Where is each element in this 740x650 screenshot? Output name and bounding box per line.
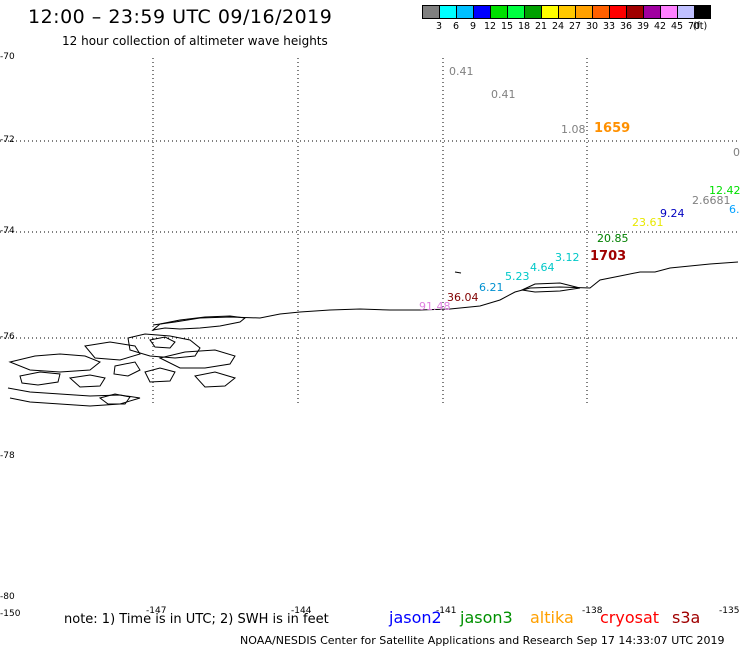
wave-height-label: 0.41	[491, 88, 516, 101]
wave-height-label: 20.85	[597, 232, 629, 245]
satellite-legend-jason3: jason3	[460, 608, 513, 627]
color-scale-label: 21	[534, 21, 548, 32]
color-scale-swatch	[575, 5, 592, 19]
coastline-island	[144, 367, 176, 383]
wave-height-label: 12.42	[709, 184, 740, 197]
color-scale-swatch	[660, 5, 677, 19]
color-scale-swatch	[456, 5, 473, 19]
color-scale-swatch	[643, 5, 660, 19]
color-scale-label: 18	[517, 21, 531, 32]
color-scale-swatch	[677, 5, 694, 19]
lon-label: -141	[436, 606, 457, 616]
color-scale-label: 70	[687, 21, 701, 32]
lat-label: -80	[0, 592, 15, 602]
color-scale-label: 27	[568, 21, 582, 32]
coastline-island	[113, 361, 141, 377]
wave-height-label: 3.12	[555, 251, 580, 264]
graticule	[0, 58, 738, 406]
credit-line: NOAA/NESDIS Center for Satellite Applica…	[240, 634, 725, 647]
color-scale-swatch	[490, 5, 507, 19]
color-scale-label: 24	[551, 21, 565, 32]
color-scale-swatch	[507, 5, 524, 19]
color-scale-label: 33	[602, 21, 616, 32]
map-subtitle: 12 hour collection of altimeter wave hei…	[62, 34, 328, 48]
satellite-legend-altika: altika	[530, 608, 574, 627]
pass-time-label: 1659	[594, 121, 631, 136]
coastline-island	[520, 282, 581, 293]
lat-label: -76	[0, 332, 15, 342]
lon-label: -147	[146, 606, 167, 616]
wave-height-label: 1.08	[561, 123, 586, 136]
wave-height-label: 91.48	[419, 300, 451, 313]
wave-height-label: 0	[733, 146, 740, 159]
color-scale-label: 3	[435, 21, 443, 32]
color-scale-bar	[422, 5, 711, 19]
coastline-island	[194, 371, 237, 388]
color-scale-label: 9	[469, 21, 477, 32]
wave-height-label: 4.64	[530, 261, 555, 274]
coastline-island	[68, 374, 106, 388]
map-title: 12:00 – 23:59 UTC 09/16/2019	[28, 6, 333, 28]
pass-time-label: 1703	[590, 249, 627, 264]
lon-label: -135	[719, 606, 740, 616]
wave-height-label: 23.61	[632, 216, 664, 229]
color-scale-label: (ft)	[692, 21, 708, 32]
color-scale-label: 45	[670, 21, 684, 32]
wave-height-label: 6.	[729, 203, 740, 216]
coastline-island	[151, 315, 247, 331]
lat-label: -74	[0, 226, 15, 236]
color-scale-label: 30	[585, 21, 599, 32]
coastline-island	[84, 341, 141, 361]
lat-label: -78	[0, 451, 15, 461]
color-scale-label: 36	[619, 21, 633, 32]
lon-label: -150	[0, 609, 21, 619]
color-scale-swatch	[558, 5, 575, 19]
wave-height-label: 5.23	[505, 270, 530, 283]
color-scale-swatch	[473, 5, 490, 19]
coastline-island	[8, 353, 101, 373]
coastline-island	[98, 393, 131, 405]
coastline-main	[152, 261, 739, 326]
color-scale-swatch	[609, 5, 626, 19]
color-scale-label: 6	[452, 21, 460, 32]
lon-label: -144	[291, 606, 312, 616]
coastline-island	[158, 349, 236, 369]
color-scale-swatch	[439, 5, 456, 19]
color-scale-swatch	[592, 5, 609, 19]
wave-height-label: 9.24	[660, 207, 685, 220]
satellite-legend-cryosat: cryosat	[600, 608, 660, 627]
units-note: note: 1) Time is in UTC; 2) SWH is in fe…	[64, 612, 329, 627]
lat-label: -70	[0, 52, 15, 62]
coastline-island	[149, 336, 176, 349]
color-scale-labels: 3 6 9 12 15 18 21 24 27 30 33 36 39 42 45 70 (ft)	[422, 21, 740, 33]
coastline-shelf	[7, 387, 141, 407]
coastline-dot	[454, 271, 462, 274]
color-scale-label: 12	[483, 21, 497, 32]
wave-height-label: 6.21	[479, 281, 504, 294]
wave-height-label: 36.04	[447, 291, 479, 304]
coastline-island	[19, 371, 61, 386]
satellite-legend-s3a: s3a	[672, 608, 701, 627]
color-scale-swatch	[541, 5, 558, 19]
color-scale-label: 39	[636, 21, 650, 32]
lon-label: -138	[582, 606, 603, 616]
wave-height-label: 2.6681	[692, 194, 731, 207]
satellite-legend-jason2: jason2	[389, 608, 442, 627]
color-scale-swatch	[422, 5, 439, 19]
color-scale-swatch	[524, 5, 541, 19]
coastline	[7, 261, 739, 407]
color-scale-label: 15	[500, 21, 514, 32]
color-scale-label: 42	[653, 21, 667, 32]
color-scale-swatch	[694, 5, 711, 19]
wave-height-label: 0.41	[449, 65, 474, 78]
lat-label: -72	[0, 135, 15, 145]
color-scale-swatch	[626, 5, 643, 19]
coastline-island	[127, 333, 201, 359]
